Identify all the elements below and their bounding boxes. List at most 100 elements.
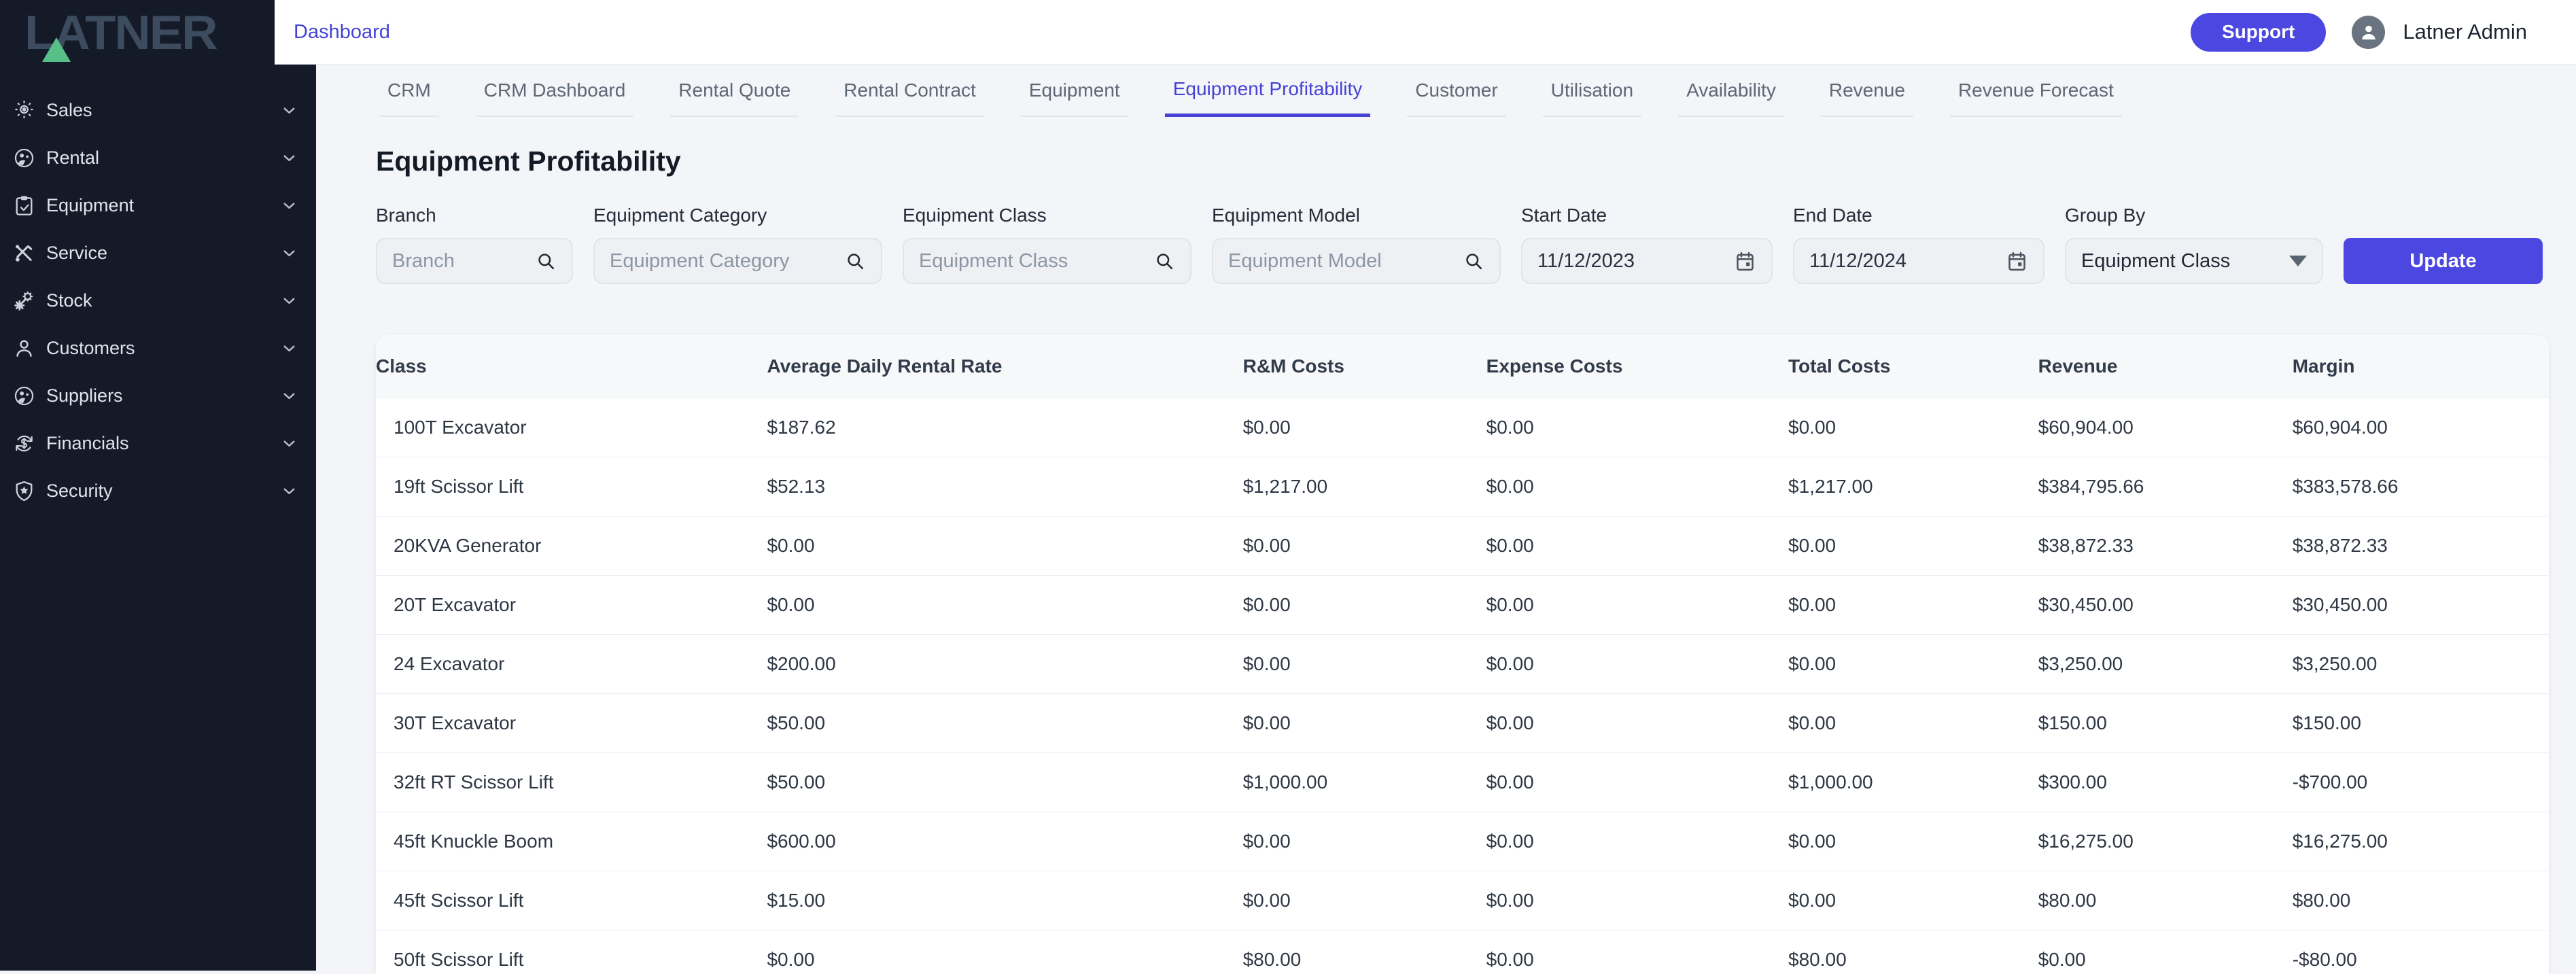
table-row[interactable]: 45ft Scissor Lift $15.00 $0.00 $0.00 $0.… xyxy=(376,871,2549,930)
column-header: Revenue xyxy=(2038,335,2293,398)
cell-total-costs: $0.00 xyxy=(1788,693,2038,752)
tab-equipment-profitability[interactable]: Equipment Profitability xyxy=(1165,65,1371,117)
cell-revenue: $3,250.00 xyxy=(2038,634,2293,693)
equipment-class-input[interactable] xyxy=(919,250,1154,273)
tab-equipment[interactable]: Equipment xyxy=(1021,65,1128,117)
chevron-down-icon[interactable] xyxy=(280,292,298,310)
security-icon xyxy=(12,479,36,503)
topbar: Dashboard Support Latner Admin xyxy=(275,0,2576,65)
tab-availability[interactable]: Availability xyxy=(1678,65,1784,117)
sidebar-item-label: Stock xyxy=(46,290,92,311)
cell-average-daily-rental-rate: $50.00 xyxy=(767,693,1242,752)
main-content: Equipment Profitability Branch Equipment… xyxy=(316,117,2576,971)
support-button[interactable]: Support xyxy=(2191,13,2326,52)
table-row[interactable]: 20KVA Generator $0.00 $0.00 $0.00 $0.00 … xyxy=(376,516,2549,575)
search-icon[interactable] xyxy=(845,251,866,272)
user-avatar[interactable] xyxy=(2352,16,2385,49)
service-icon xyxy=(12,241,36,265)
rental-icon xyxy=(12,146,36,170)
tab-bar: CRM CRM Dashboard Rental Quote Rental Co… xyxy=(316,65,2576,117)
cell-expense-costs: $0.00 xyxy=(1486,457,1788,516)
cell-revenue: $38,872.33 xyxy=(2038,516,2293,575)
page-title: Equipment Profitability xyxy=(376,145,2549,177)
equipment-class-label: Equipment Class xyxy=(903,205,1191,226)
suppliers-icon xyxy=(12,384,36,408)
equipment-icon xyxy=(12,194,36,218)
search-icon[interactable] xyxy=(536,251,557,272)
chevron-down-icon[interactable] xyxy=(280,149,298,167)
calendar-icon[interactable] xyxy=(2006,250,2028,273)
sidebar-item-stock[interactable]: Stock xyxy=(0,277,316,324)
sidebar-item-financials[interactable]: Financials xyxy=(0,419,316,467)
group-by-label: Group By xyxy=(2065,205,2323,226)
chevron-down-icon[interactable] xyxy=(280,339,298,358)
cell-class: 19ft Scissor Lift xyxy=(376,457,767,516)
chevron-down-icon[interactable] xyxy=(280,244,298,262)
profitability-table: Class Average Daily Rental Rate R&M Cost… xyxy=(376,335,2549,974)
chevron-down-icon[interactable] xyxy=(280,482,298,500)
end-date-input[interactable] xyxy=(1809,250,2006,273)
equipment-category-input[interactable] xyxy=(610,250,845,273)
cell-total-costs: $0.00 xyxy=(1788,516,2038,575)
cell-total-costs: $0.00 xyxy=(1788,575,2038,634)
sidebar-item-sales[interactable]: Sales xyxy=(0,86,316,134)
tab-revenue-forecast[interactable]: Revenue Forecast xyxy=(1950,65,2122,117)
sidebar-item-security[interactable]: Security xyxy=(0,467,316,515)
chevron-down-icon[interactable] xyxy=(280,434,298,453)
cell-rm-costs: $0.00 xyxy=(1243,871,1486,930)
cell-class: 20T Excavator xyxy=(376,575,767,634)
equipment-model-input[interactable] xyxy=(1228,250,1463,273)
equipment-category-filter: Equipment Category xyxy=(593,205,882,284)
equipment-category-label: Equipment Category xyxy=(593,205,882,226)
table-row[interactable]: 32ft RT Scissor Lift $50.00 $1,000.00 $0… xyxy=(376,752,2549,812)
cell-margin: -$700.00 xyxy=(2293,752,2549,812)
table-row[interactable]: 20T Excavator $0.00 $0.00 $0.00 $0.00 $3… xyxy=(376,575,2549,634)
column-header: Class xyxy=(376,335,767,398)
table-row[interactable]: 45ft Knuckle Boom $600.00 $0.00 $0.00 $0… xyxy=(376,812,2549,871)
tab-rental-contract[interactable]: Rental Contract xyxy=(835,65,984,117)
cell-average-daily-rental-rate: $0.00 xyxy=(767,516,1242,575)
person-icon xyxy=(2356,20,2381,44)
tab-crm-dashboard[interactable]: CRM Dashboard xyxy=(476,65,634,117)
chevron-down-icon[interactable] xyxy=(280,196,298,215)
table-row[interactable]: 100T Excavator $187.62 $0.00 $0.00 $0.00… xyxy=(376,398,2549,457)
sidebar-item-suppliers[interactable]: Suppliers xyxy=(0,372,316,419)
table-row[interactable]: 24 Excavator $200.00 $0.00 $0.00 $0.00 $… xyxy=(376,634,2549,693)
cell-average-daily-rental-rate: $0.00 xyxy=(767,575,1242,634)
sidebar-item-customers[interactable]: Customers xyxy=(0,324,316,372)
tab-utilisation[interactable]: Utilisation xyxy=(1543,65,1641,117)
table-row[interactable]: 19ft Scissor Lift $52.13 $1,217.00 $0.00… xyxy=(376,457,2549,516)
dashboard-link[interactable]: Dashboard xyxy=(294,21,390,44)
cell-revenue: $80.00 xyxy=(2038,871,2293,930)
sidebar-item-label: Financials xyxy=(46,433,129,454)
cell-average-daily-rental-rate: $15.00 xyxy=(767,871,1242,930)
cell-expense-costs: $0.00 xyxy=(1486,516,1788,575)
cell-rm-costs: $1,217.00 xyxy=(1243,457,1486,516)
start-date-input[interactable] xyxy=(1537,250,1734,273)
tab-crm[interactable]: CRM xyxy=(379,65,439,117)
update-button[interactable]: Update xyxy=(2344,238,2543,284)
cell-margin: $3,250.00 xyxy=(2293,634,2549,693)
calendar-icon[interactable] xyxy=(1734,250,1756,273)
table-row[interactable]: 50ft Scissor Lift $0.00 $80.00 $0.00 $80… xyxy=(376,930,2549,974)
sidebar-item-rental[interactable]: Rental xyxy=(0,134,316,181)
tab-customer[interactable]: Customer xyxy=(1407,65,1505,117)
tab-revenue[interactable]: Revenue xyxy=(1821,65,1913,117)
cell-rm-costs: $0.00 xyxy=(1243,398,1486,457)
chevron-down-icon[interactable] xyxy=(280,387,298,405)
cell-class: 100T Excavator xyxy=(376,398,767,457)
search-icon[interactable] xyxy=(1463,251,1484,272)
cell-margin: $16,275.00 xyxy=(2293,812,2549,871)
cell-margin: $30,450.00 xyxy=(2293,575,2549,634)
table-row[interactable]: 30T Excavator $50.00 $0.00 $0.00 $0.00 $… xyxy=(376,693,2549,752)
chevron-down-icon[interactable] xyxy=(280,101,298,120)
branch-input[interactable] xyxy=(392,250,536,273)
sidebar-item-equipment[interactable]: Equipment xyxy=(0,181,316,229)
sidebar-item-service[interactable]: Service xyxy=(0,229,316,277)
tab-rental-quote[interactable]: Rental Quote xyxy=(670,65,799,117)
cell-rm-costs: $0.00 xyxy=(1243,693,1486,752)
table-header-row: Class Average Daily Rental Rate R&M Cost… xyxy=(376,335,2549,398)
search-icon[interactable] xyxy=(1154,251,1175,272)
group-by-select[interactable]: Equipment Class xyxy=(2065,238,2323,284)
cell-class: 45ft Knuckle Boom xyxy=(376,812,767,871)
